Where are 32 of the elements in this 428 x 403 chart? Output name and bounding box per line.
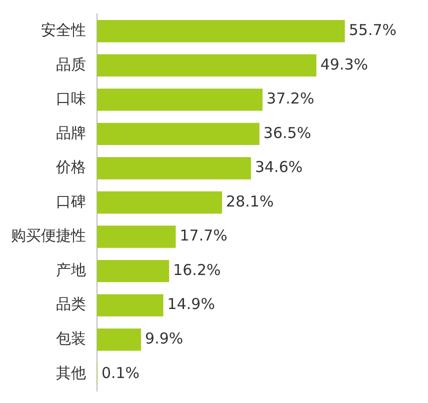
bar [97, 260, 170, 282]
data-label: 16.2% [173, 260, 221, 279]
y-tick-label: 价格 [55, 158, 86, 176]
bar [97, 328, 142, 351]
bar [97, 191, 222, 214]
y-tick-label: 品类 [56, 295, 86, 314]
data-label: 34.6% [254, 158, 303, 176]
bar [97, 294, 164, 316]
data-label: 37.2% [266, 90, 314, 108]
y-tick-label: 口碑 [56, 192, 86, 210]
bar [97, 157, 251, 180]
data-label: 14.9% [167, 295, 215, 314]
y-tick-label: 品牌 [56, 124, 86, 142]
bar [97, 54, 316, 77]
data-label: 49.3% [320, 55, 368, 74]
y-tick-label: 购买便捷性 [11, 226, 86, 245]
data-label: 17.7% [180, 226, 228, 245]
data-label: 28.1% [226, 192, 274, 210]
bar [97, 88, 263, 111]
data-label: 36.5% [263, 124, 312, 142]
bar [97, 20, 345, 42]
y-tick-label: 口味 [56, 90, 86, 108]
y-tick-label: 包装 [56, 329, 86, 348]
bar [97, 226, 176, 248]
y-tick-label: 品质 [56, 55, 86, 74]
y-tick-label: 其他 [56, 364, 86, 382]
y-tick-label: 产地 [56, 260, 86, 279]
data-label: 55.7% [348, 21, 397, 40]
data-label: 9.9% [145, 329, 184, 348]
y-tick-label: 安全性 [41, 21, 86, 40]
bar [97, 122, 260, 146]
data-label: 0.1% [101, 364, 140, 382]
